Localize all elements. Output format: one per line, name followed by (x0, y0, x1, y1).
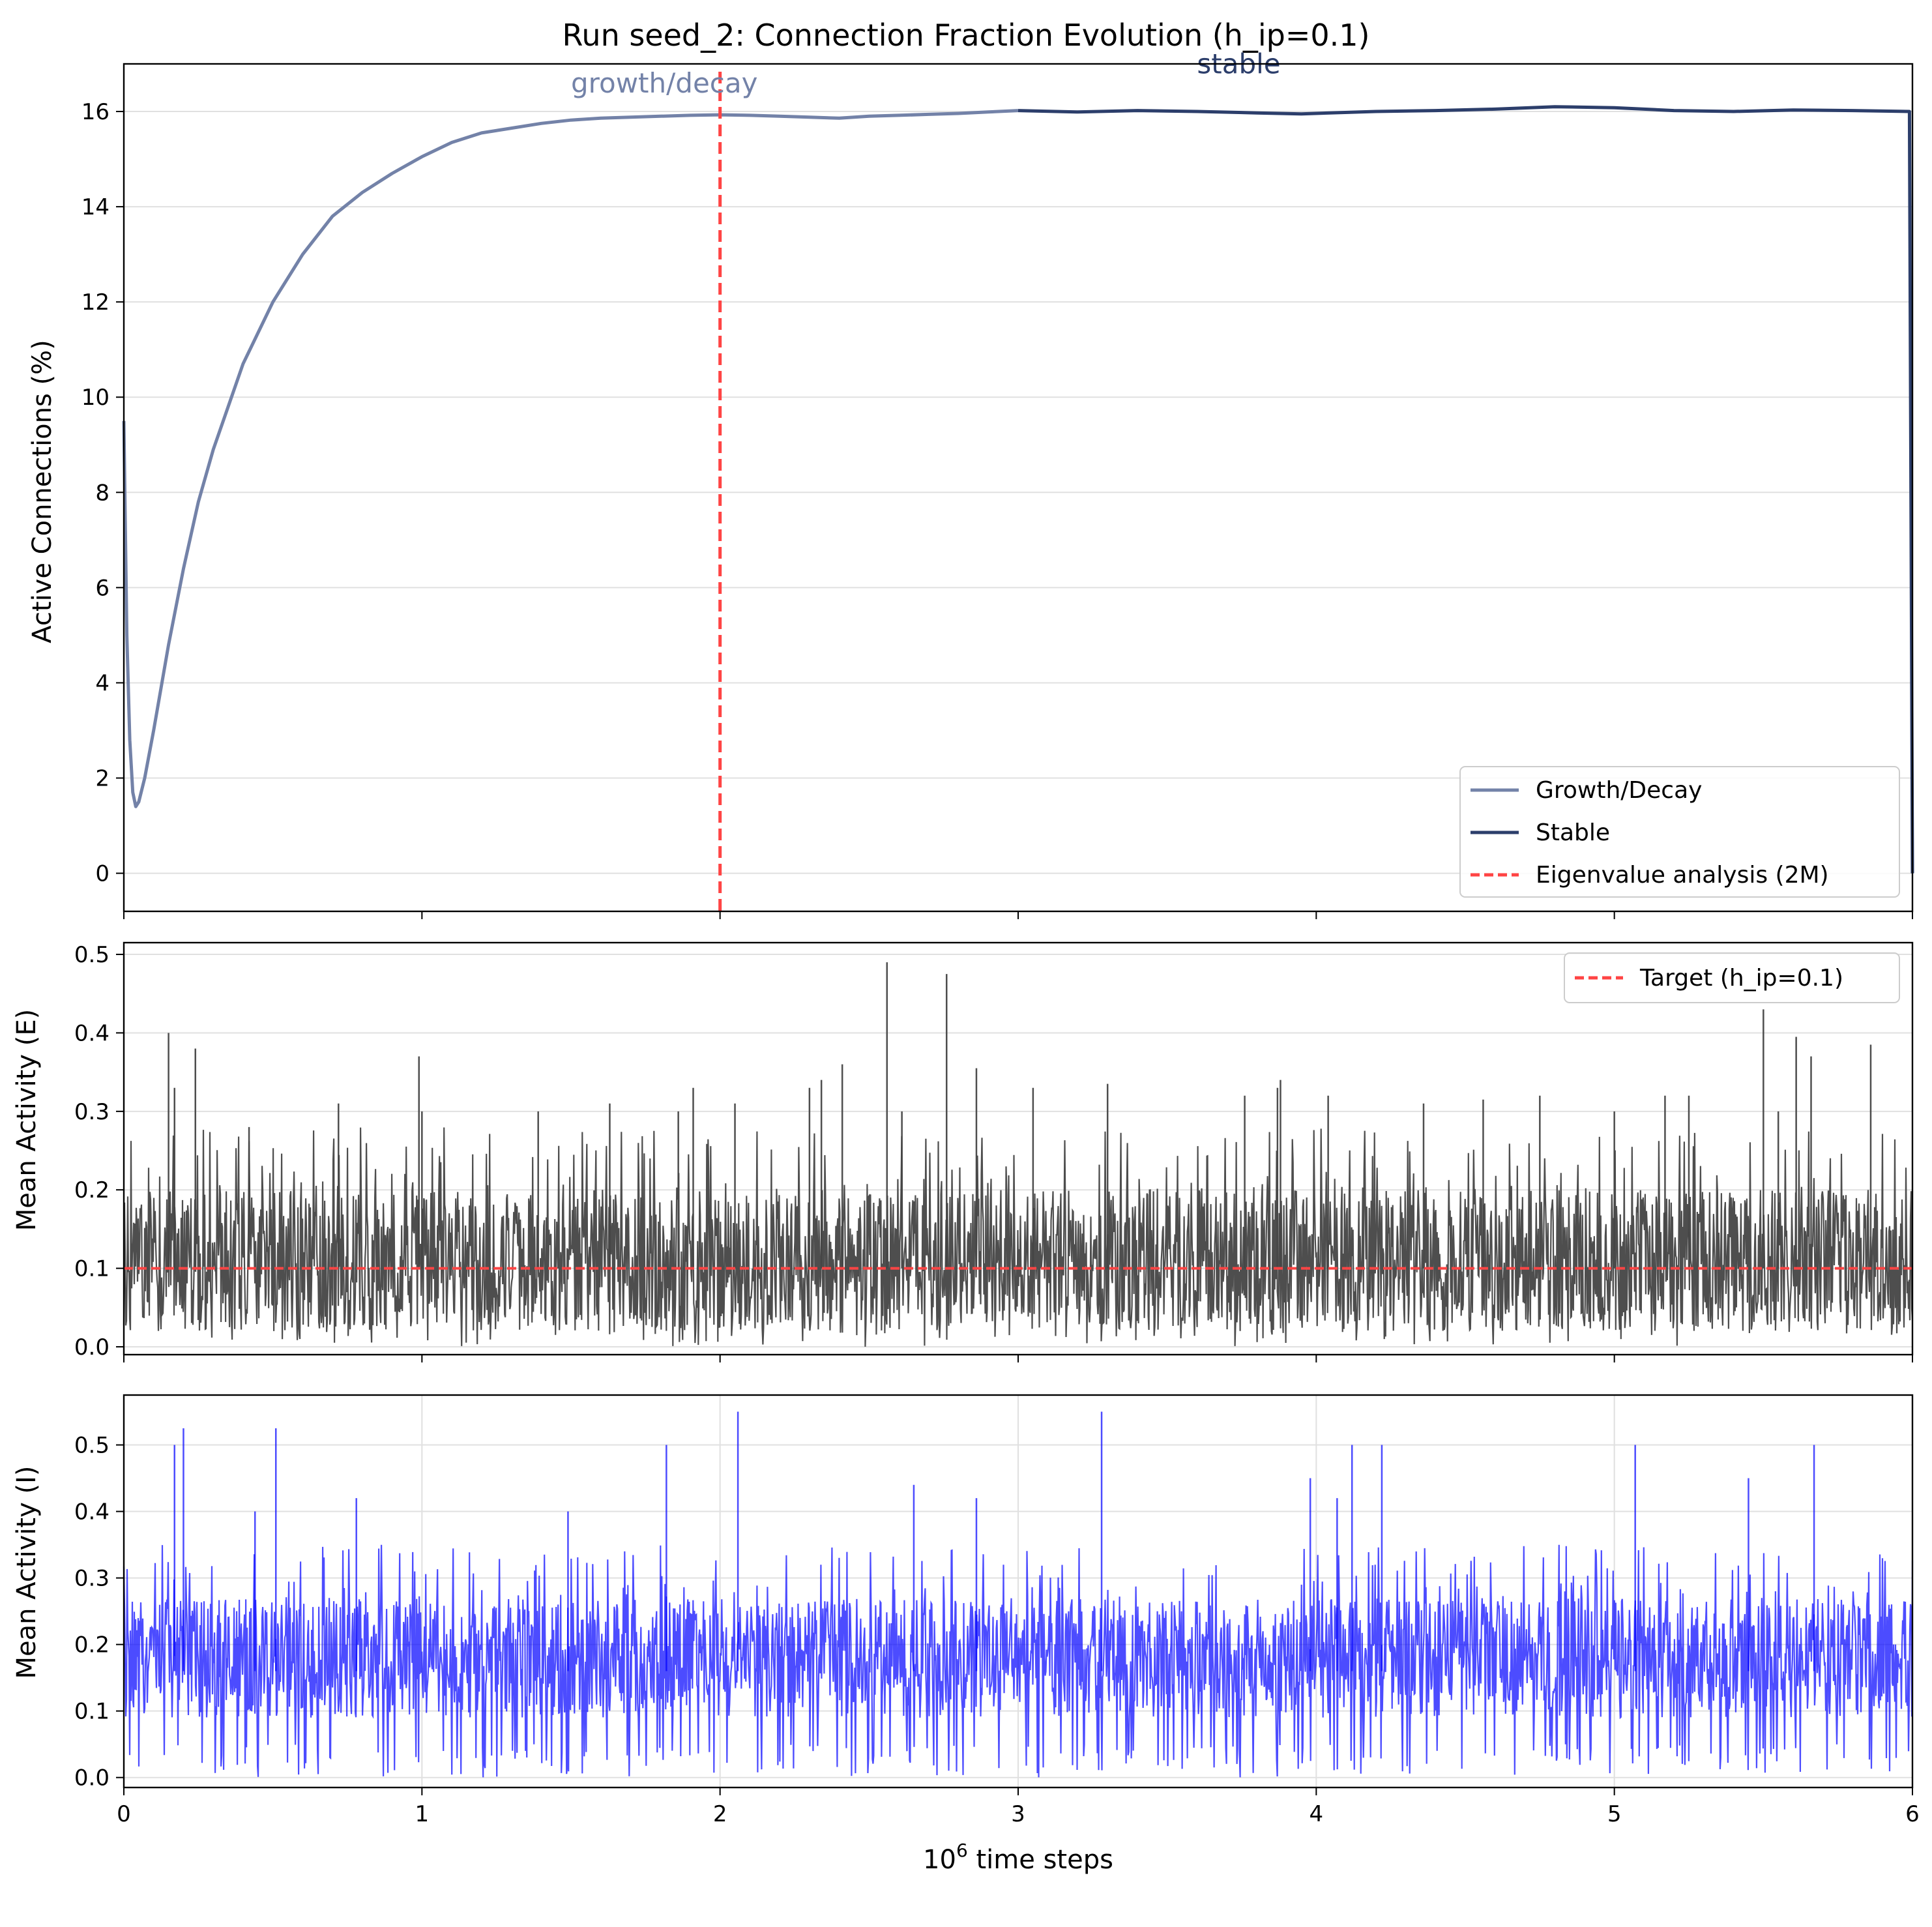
y-tick-label: 0.1 (74, 1256, 110, 1282)
legend-label: Eigenvalue analysis (2M) (1536, 862, 1829, 889)
connections-panel: 0 2 4 6 8 10 12 14 16 Active Connections (%) gro… (27, 48, 1914, 919)
y-tick-label: 0.5 (74, 942, 110, 968)
legend-label: Stable (1536, 819, 1610, 846)
series-line-growth-decay (122, 109, 1019, 808)
y-tick-label: 0.4 (74, 1020, 110, 1046)
y-tick-label: 0.3 (74, 1566, 110, 1592)
connections-y-ticks: 0 2 4 6 8 10 12 14 16 (81, 99, 1913, 919)
inhibitory-series (123, 1411, 1914, 1778)
x-tick-label: 2 (713, 1801, 727, 1827)
x-axis-ticks: 0 1 2 3 4 5 6 (117, 1801, 1920, 1827)
y-tick-label: 0.0 (74, 1334, 110, 1361)
y-tick-label: 0.1 (74, 1699, 110, 1725)
connections-y-label: Active Connections (%) (27, 340, 57, 643)
x-tick-label: 3 (1011, 1801, 1025, 1827)
phase-annotation: growth/decay (571, 67, 757, 99)
y-tick-label: 16 (81, 99, 110, 125)
y-tick-label: 6 (95, 575, 110, 601)
inhibitory-axes-frame (123, 1394, 1914, 1789)
y-tick-label: 12 (81, 289, 110, 316)
excitatory-legend: Target (h_ip=0.1) (1564, 952, 1900, 1003)
y-tick-label: 10 (81, 385, 110, 411)
excitatory-axes-frame (123, 941, 1914, 1356)
x-tick-label: 1 (415, 1801, 430, 1827)
y-tick-label: 8 (95, 480, 110, 506)
y-tick-label: 0 (95, 861, 110, 887)
connections-series (122, 72, 1914, 911)
figure-title: Run seed_2: Connection Fraction Evolutio… (563, 18, 1370, 53)
x-tick-label: 0 (117, 1801, 131, 1827)
y-tick-label: 0.4 (74, 1499, 110, 1525)
excitatory-activity-panel: 0.0 0.1 0.2 0.3 0.4 0.5 Mean Activity (E) Tar… (12, 941, 1914, 1362)
excitatory-y-label: Mean Activity (E) (12, 1009, 42, 1231)
connections-legend: Growth/Decay Stable Eigenvalue analysis (2… (1459, 766, 1900, 898)
connections-axes-frame (123, 63, 1914, 913)
y-tick-label: 2 (95, 766, 110, 792)
y-tick-label: 0.2 (74, 1177, 110, 1203)
series-line-stable (1017, 105, 1914, 874)
excitatory-y-ticks: 0.0 0.1 0.2 0.3 0.4 0.5 (74, 942, 1913, 1362)
legend-box (1459, 766, 1900, 898)
activity-noise-line (123, 1544, 1914, 1778)
excitatory-series (123, 962, 1914, 1347)
y-tick-label: 0.0 (74, 1765, 110, 1791)
inhibitory-y-label: Mean Activity (I) (12, 1465, 42, 1679)
inhibitory-activity-panel: 0.0 0.1 0.2 0.3 0.4 0.5 Mean Activity (I) (12, 1394, 1914, 1795)
legend-label: Growth/Decay (1536, 777, 1702, 804)
x-tick-label: 5 (1607, 1801, 1622, 1827)
y-tick-label: 0.2 (74, 1632, 110, 1658)
x-axis-label: 106 time steps (923, 1840, 1113, 1875)
legend-label: Target (h_ip=0.1) (1639, 965, 1843, 992)
x-tick-label: 4 (1310, 1801, 1324, 1827)
connections-grid (124, 111, 1912, 874)
y-tick-label: 0.3 (74, 1099, 110, 1125)
x-tick-label: 6 (1905, 1801, 1920, 1827)
y-tick-label: 14 (81, 194, 110, 220)
inhibitory-y-ticks: 0.0 0.1 0.2 0.3 0.4 0.5 (74, 1433, 1913, 1795)
y-tick-label: 0.5 (74, 1433, 110, 1459)
y-tick-label: 4 (95, 670, 110, 696)
legend-box (1564, 952, 1900, 1003)
